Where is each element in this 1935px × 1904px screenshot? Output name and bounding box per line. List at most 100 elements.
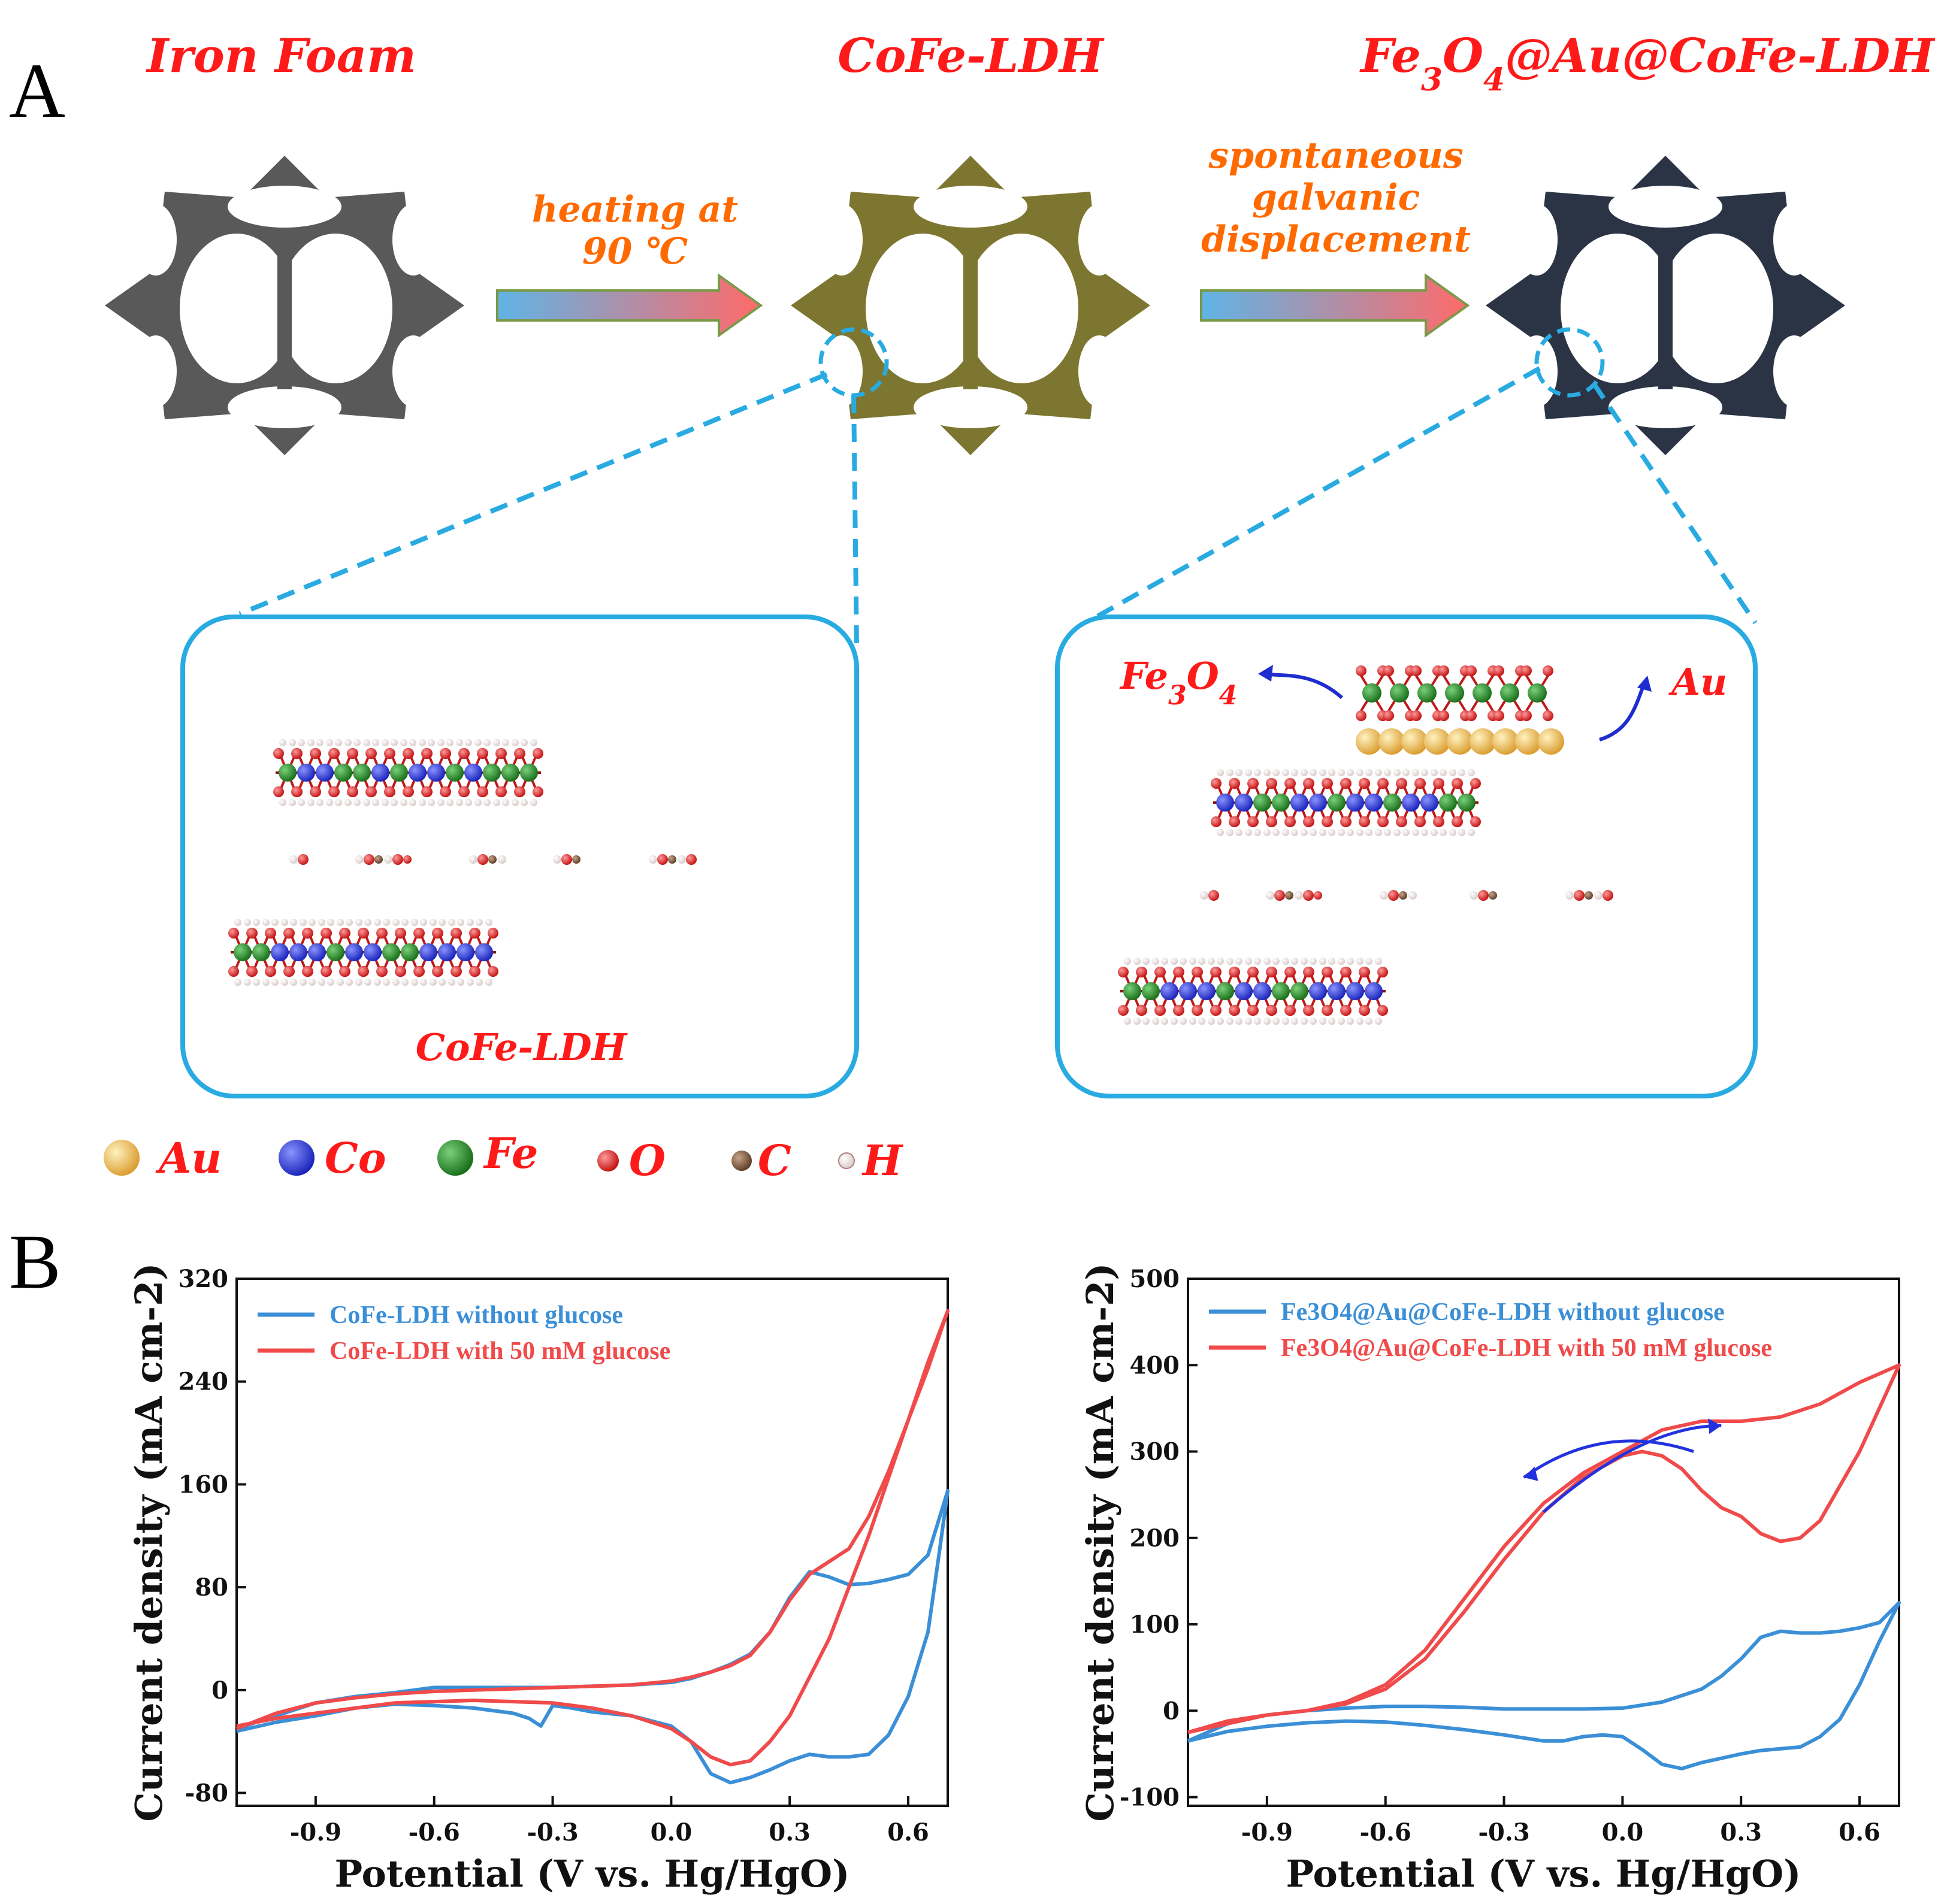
legend-co-atom: [279, 1140, 315, 1176]
cv-chart-composite: -0.9 -0.6 -0.3 0.0 0.3 0.6 -100 0 100 200 300 400 50…: [1078, 1263, 1901, 1896]
h-atom: [1301, 1018, 1308, 1025]
o-atom: [1303, 890, 1314, 901]
h-atom: [1133, 1018, 1141, 1025]
y-tick-label: 300: [1130, 1438, 1180, 1466]
o-atom: [385, 786, 395, 797]
h-atom: [1347, 829, 1354, 836]
h-atom: [1282, 769, 1289, 776]
o-atom: [459, 786, 470, 797]
o-atom: [1378, 778, 1389, 789]
o-atom: [284, 928, 295, 939]
h-atom: [1208, 958, 1215, 965]
co-atom: [1235, 982, 1253, 1000]
h-atom: [1272, 958, 1280, 965]
h-atom: [234, 979, 241, 986]
h-atom: [420, 979, 427, 986]
o-atom: [1211, 1005, 1222, 1016]
fe-atom: [390, 764, 408, 782]
o-atom: [1274, 890, 1285, 901]
h-atom: [1295, 891, 1303, 900]
fe-atom: [1216, 982, 1234, 1000]
o-atom: [303, 966, 313, 977]
o-atom: [477, 786, 488, 797]
o-atom: [1434, 778, 1444, 789]
h-atom: [498, 855, 506, 864]
h-atom: [400, 799, 407, 806]
h-atom: [1319, 829, 1326, 836]
y-axis-label: Current density (mA cm-2): [127, 1263, 171, 1821]
stage-iron-foam-title: Iron Foam: [146, 29, 416, 83]
interlayer-anions: [289, 854, 697, 865]
h-atom: [355, 979, 362, 986]
x-tick-label: 0.0: [651, 1818, 693, 1847]
c-atom: [1399, 891, 1407, 900]
legend-c-label: C: [758, 1136, 791, 1185]
o-atom: [1322, 778, 1333, 789]
o-atom: [1438, 710, 1449, 721]
h-atom: [1133, 958, 1141, 965]
h-atom: [1356, 769, 1363, 776]
h-atom: [1347, 769, 1354, 776]
co-atom: [1365, 794, 1383, 812]
h-atom: [382, 739, 389, 746]
h-atom: [430, 919, 437, 926]
x-tick-label: -0.9: [290, 1818, 341, 1847]
series-line-1: [1187, 1601, 1901, 1770]
c-atom: [1285, 891, 1293, 900]
o-atom: [1493, 710, 1504, 721]
h-atom: [1263, 829, 1271, 836]
y-tick-label: 400: [1130, 1351, 1180, 1379]
h-atom: [553, 855, 561, 864]
o-atom: [1192, 1005, 1203, 1016]
h-atom: [391, 739, 398, 746]
h-atom: [502, 799, 509, 806]
h-atom: [363, 739, 370, 746]
o-atom: [321, 966, 332, 977]
h-atom: [456, 739, 463, 746]
o-atom: [451, 928, 462, 939]
co-atom: [297, 764, 315, 782]
h-atom: [384, 855, 392, 864]
panel-a: A Iron Foam CoFe-LDH Fe3O4@Au@CoFe-LDH h…: [9, 29, 1935, 1185]
o-atom: [1285, 816, 1296, 827]
o-atom: [1356, 710, 1366, 721]
iron-foam-image: [105, 156, 464, 455]
cofe-ldh-structure: [228, 739, 697, 986]
o-atom: [1377, 1005, 1388, 1016]
o-atom: [1285, 778, 1296, 789]
h-atom: [1171, 1018, 1178, 1025]
h-atom: [1291, 829, 1298, 836]
h-atom: [467, 979, 474, 986]
o-atom: [1229, 967, 1240, 977]
o-atom: [1266, 1005, 1277, 1016]
h-atom: [279, 799, 286, 806]
co-atom: [364, 943, 382, 961]
y-tick-label: 200: [1130, 1524, 1180, 1552]
o-atom: [1248, 1005, 1259, 1016]
o-atom: [1411, 665, 1422, 676]
o-atom: [385, 748, 395, 759]
o-atom: [1285, 967, 1296, 977]
h-atom: [1124, 958, 1131, 965]
h-atom: [1152, 958, 1159, 965]
fe3o4-pointer-head: [1258, 665, 1273, 682]
h-atom: [344, 739, 352, 746]
co-atom: [1216, 794, 1234, 812]
o-atom: [1248, 816, 1259, 827]
co-atom: [1160, 982, 1178, 1000]
o-atom: [422, 786, 433, 797]
h-atom: [483, 739, 491, 746]
h-atom: [439, 979, 446, 986]
cofe-ldh-foam-image: [791, 156, 1150, 455]
fe-atom: [501, 764, 519, 782]
h-atom: [1431, 829, 1438, 836]
h-atom: [1384, 829, 1391, 836]
h-atom: [474, 799, 482, 806]
o-atom: [377, 966, 388, 977]
stage-composite-title: Fe3O4@Au@CoFe-LDH: [1359, 29, 1935, 98]
panel-b-letter: B: [9, 1219, 61, 1305]
o-atom: [347, 786, 358, 797]
step2-arrow: [1200, 273, 1470, 338]
o-atom: [1211, 967, 1222, 977]
fe-atom: [1362, 683, 1381, 703]
